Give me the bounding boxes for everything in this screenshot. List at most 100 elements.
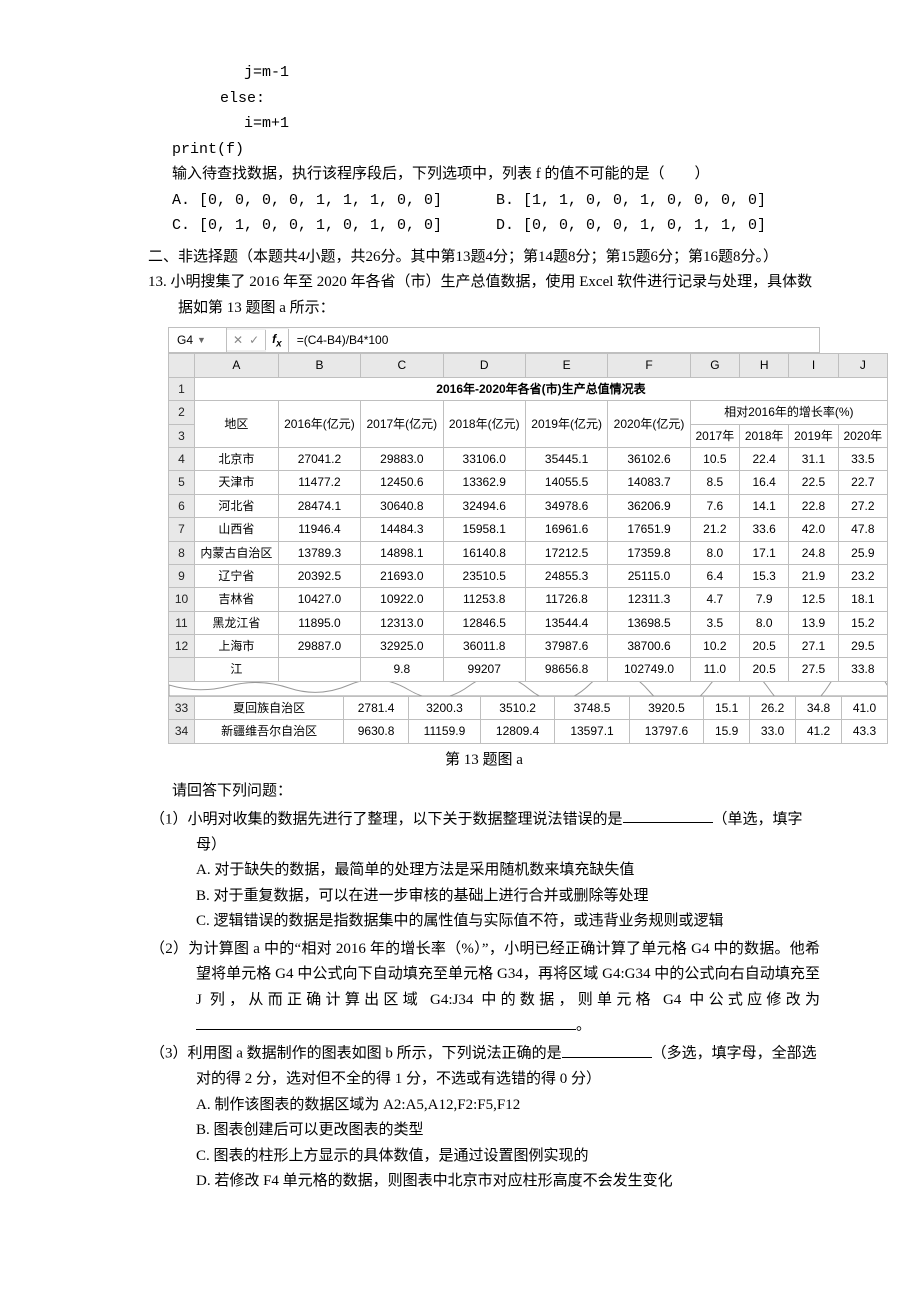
cell-region[interactable]: 江 <box>195 658 279 681</box>
cell-value[interactable]: 29883.0 <box>361 447 443 470</box>
cell-value[interactable]: 42.0 <box>789 518 838 541</box>
cell-value[interactable]: 35445.1 <box>525 447 607 470</box>
cell-value[interactable]: 16140.8 <box>443 541 525 564</box>
cell-value[interactable]: 10427.0 <box>278 588 360 611</box>
cell-value[interactable]: 23.2 <box>838 564 887 587</box>
cell-value[interactable]: 21.2 <box>690 518 739 541</box>
cell-value[interactable]: 11946.4 <box>278 518 360 541</box>
sheet-title[interactable]: 2016年-2020年各省(市)生产总值情况表 <box>195 377 888 400</box>
col-G[interactable]: G <box>690 354 739 377</box>
cancel-icon[interactable]: ✕ <box>233 330 243 350</box>
row-num[interactable]: 11 <box>169 611 195 634</box>
cell-value[interactable]: 11726.8 <box>525 588 607 611</box>
cell-value[interactable]: 22.8 <box>789 494 838 517</box>
cell-region[interactable]: 夏回族自治区 <box>195 696 344 719</box>
cell-value[interactable]: 41.0 <box>842 696 888 719</box>
cell-value[interactable]: 15.2 <box>838 611 887 634</box>
col-C[interactable]: C <box>361 354 443 377</box>
cell-value[interactable]: 20.5 <box>740 635 789 658</box>
cell-value[interactable]: 7.6 <box>690 494 739 517</box>
cell-value[interactable]: 32925.0 <box>361 635 443 658</box>
cell-region[interactable]: 内蒙古自治区 <box>195 541 279 564</box>
row-2[interactable]: 2 <box>169 401 195 424</box>
cell-value[interactable]: 11.0 <box>690 658 739 681</box>
cell-value[interactable]: 27041.2 <box>278 447 360 470</box>
row-num[interactable]: 7 <box>169 518 195 541</box>
cell-value[interactable]: 26.2 <box>750 696 796 719</box>
cell-value[interactable]: 21693.0 <box>361 564 443 587</box>
cell-value[interactable]: 23510.5 <box>443 564 525 587</box>
row-num[interactable]: 5 <box>169 471 195 494</box>
cell-value[interactable]: 33.6 <box>740 518 789 541</box>
cell-value[interactable]: 98656.8 <box>525 658 607 681</box>
cell-value[interactable]: 47.8 <box>838 518 887 541</box>
cell-value[interactable]: 12311.3 <box>608 588 690 611</box>
fx-icon[interactable]: fx <box>266 329 289 352</box>
cell-value[interactable]: 27.1 <box>789 635 838 658</box>
cell-region[interactable]: 天津市 <box>195 471 279 494</box>
cell-value[interactable]: 28474.1 <box>278 494 360 517</box>
cell-value[interactable]: 16.4 <box>740 471 789 494</box>
cell-value[interactable]: 24.8 <box>789 541 838 564</box>
cell-value[interactable]: 22.4 <box>740 447 789 470</box>
hdr-g2018[interactable]: 2018年 <box>740 424 789 447</box>
cell-value[interactable]: 15.1 <box>704 696 750 719</box>
cell-value[interactable]: 13.9 <box>789 611 838 634</box>
cell-value[interactable]: 17651.9 <box>608 518 690 541</box>
cell-value[interactable]: 15.3 <box>740 564 789 587</box>
hdr-growth[interactable]: 相对2016年的增长率(%) <box>690 401 887 424</box>
cell-value[interactable]: 38700.6 <box>608 635 690 658</box>
cell-value[interactable]: 32494.6 <box>443 494 525 517</box>
row-3[interactable]: 3 <box>169 424 195 447</box>
cell-value[interactable]: 12313.0 <box>361 611 443 634</box>
row-1[interactable]: 1 <box>169 377 195 400</box>
cell-value[interactable]: 11477.2 <box>278 471 360 494</box>
cell-value[interactable]: 7.9 <box>740 588 789 611</box>
cell-value[interactable]: 14083.7 <box>608 471 690 494</box>
cell-value[interactable]: 13597.1 <box>555 720 629 743</box>
cell-value[interactable]: 12450.6 <box>361 471 443 494</box>
cell-region[interactable]: 河北省 <box>195 494 279 517</box>
select-all[interactable] <box>169 354 195 377</box>
hdr-2019[interactable]: 2019年(亿元) <box>525 401 607 448</box>
cell-value[interactable]: 102749.0 <box>608 658 690 681</box>
cell-value[interactable]: 30640.8 <box>361 494 443 517</box>
cell-value[interactable]: 10.5 <box>690 447 739 470</box>
cell-value[interactable]: 25.9 <box>838 541 887 564</box>
cell-value[interactable]: 3748.5 <box>555 696 629 719</box>
cell-region[interactable]: 山西省 <box>195 518 279 541</box>
cell-value[interactable]: 15958.1 <box>443 518 525 541</box>
hdr-2017[interactable]: 2017年(亿元) <box>361 401 443 448</box>
cell-value[interactable]: 17212.5 <box>525 541 607 564</box>
cell-value[interactable]: 12809.4 <box>480 720 554 743</box>
cell-value[interactable]: 8.5 <box>690 471 739 494</box>
cell-value[interactable]: 31.1 <box>789 447 838 470</box>
cell-value[interactable]: 3200.3 <box>409 696 481 719</box>
cell-region[interactable]: 吉林省 <box>195 588 279 611</box>
cell-value[interactable]: 13362.9 <box>443 471 525 494</box>
cell-value[interactable]: 29.5 <box>838 635 887 658</box>
name-box[interactable]: G4 ▼ <box>169 328 227 352</box>
cell-value[interactable]: 33.0 <box>750 720 796 743</box>
cell-value[interactable]: 24855.3 <box>525 564 607 587</box>
cell-value[interactable]: 9630.8 <box>344 720 409 743</box>
cell-value[interactable]: 25115.0 <box>608 564 690 587</box>
enter-icon[interactable]: ✓ <box>249 330 259 350</box>
row-num[interactable]: 8 <box>169 541 195 564</box>
cell-value[interactable]: 20.5 <box>740 658 789 681</box>
cell-value[interactable]: 33.5 <box>838 447 887 470</box>
cell-value[interactable]: 33.8 <box>838 658 887 681</box>
cell-value[interactable]: 17.1 <box>740 541 789 564</box>
cell-value[interactable]: 27.5 <box>789 658 838 681</box>
cell-region[interactable]: 辽宁省 <box>195 564 279 587</box>
cell-value[interactable]: 41.2 <box>796 720 842 743</box>
col-J[interactable]: J <box>838 354 887 377</box>
cell-value[interactable]: 10922.0 <box>361 588 443 611</box>
cell-value[interactable]: 18.1 <box>838 588 887 611</box>
cell-value[interactable]: 22.5 <box>789 471 838 494</box>
cell-value[interactable]: 12846.5 <box>443 611 525 634</box>
cell-value[interactable]: 16961.6 <box>525 518 607 541</box>
cell-value[interactable]: 14055.5 <box>525 471 607 494</box>
hdr-2016[interactable]: 2016年(亿元) <box>278 401 360 448</box>
cell-value[interactable]: 3920.5 <box>629 696 703 719</box>
